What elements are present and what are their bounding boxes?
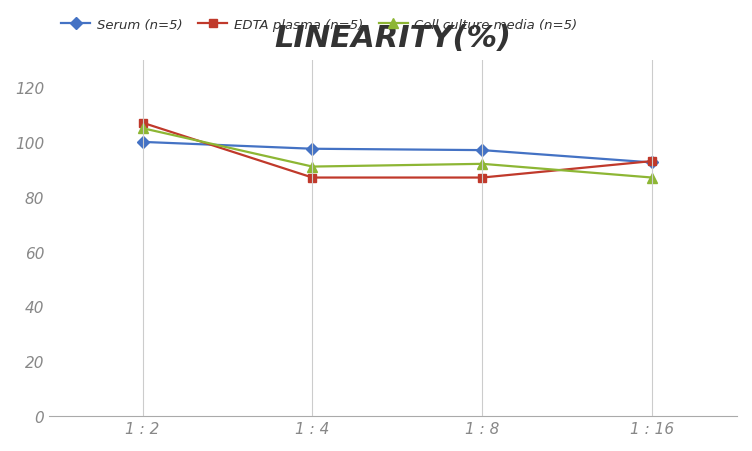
EDTA plasma (n=5) (478, 175, 487, 181)
Serum (n=5) (647, 161, 656, 166)
Title: LINEARITY(%): LINEARITY(%) (274, 23, 511, 53)
EDTA plasma (n=5) (647, 159, 656, 165)
Cell culture media (n=5) (138, 126, 147, 132)
Legend: Serum (n=5), EDTA plasma (n=5), Cell culture media (n=5): Serum (n=5), EDTA plasma (n=5), Cell cul… (56, 14, 583, 37)
Cell culture media (n=5) (308, 165, 317, 170)
Line: EDTA plasma (n=5): EDTA plasma (n=5) (138, 119, 656, 182)
Serum (n=5) (478, 148, 487, 153)
Serum (n=5) (138, 140, 147, 145)
Serum (n=5) (308, 147, 317, 152)
EDTA plasma (n=5) (138, 121, 147, 126)
Line: Cell culture media (n=5): Cell culture media (n=5) (138, 124, 657, 183)
Line: Serum (n=5): Serum (n=5) (138, 138, 656, 167)
Cell culture media (n=5) (478, 162, 487, 167)
Cell culture media (n=5) (647, 175, 656, 181)
EDTA plasma (n=5) (308, 175, 317, 181)
